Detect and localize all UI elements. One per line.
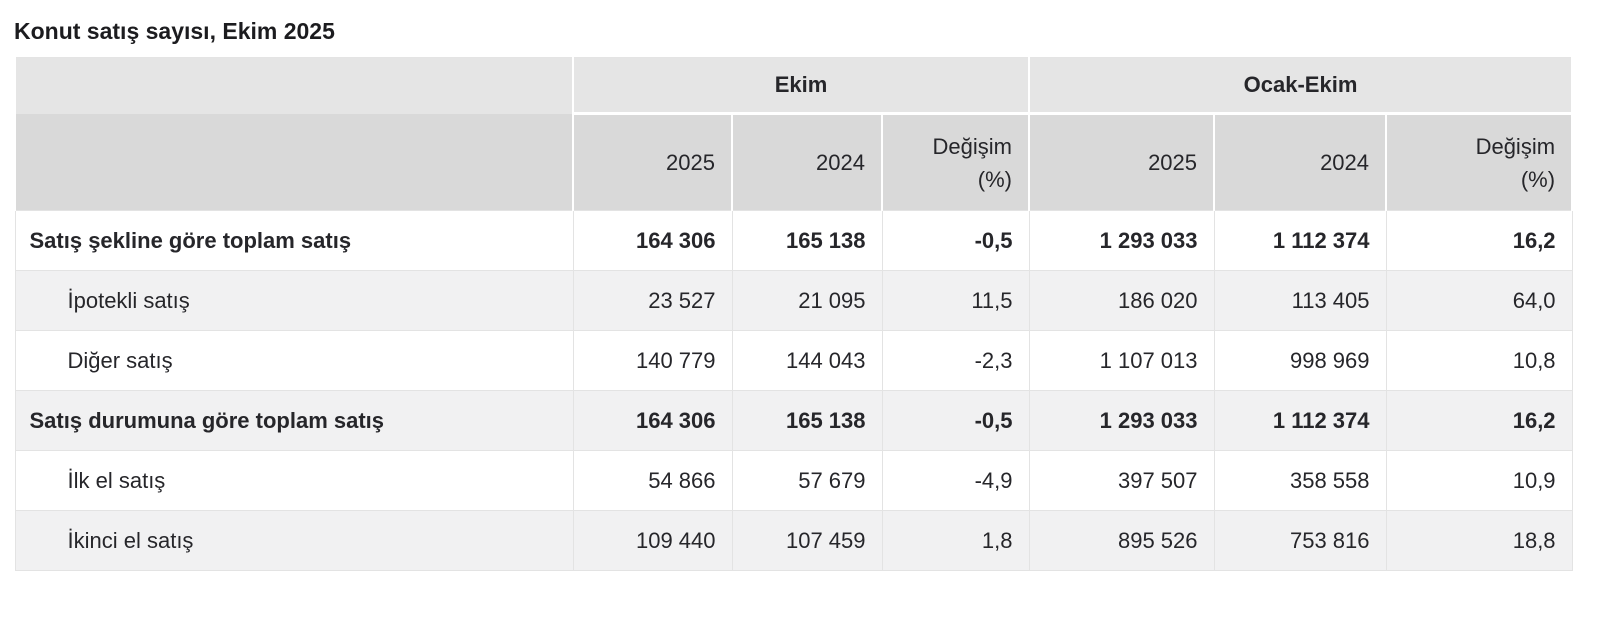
value-cell: 21 095 <box>731 270 883 331</box>
value-cell: 895 526 <box>1028 510 1215 571</box>
value-cell: 165 138 <box>731 390 883 451</box>
value-cell: 164 306 <box>572 390 733 451</box>
value-cell: 18,8 <box>1385 510 1573 571</box>
col-group-ocak-ekim: Ocak-Ekim <box>1028 57 1574 115</box>
value-cell: 113 405 <box>1213 270 1387 331</box>
value-cell: 164 306 <box>572 210 733 271</box>
housing-sales-table: Ekim Ocak-Ekim 2025 2024 Değişim (%) <box>14 57 1574 571</box>
value-cell: 10,8 <box>1385 330 1573 391</box>
value-cell: 358 558 <box>1213 450 1387 511</box>
value-cell: 109 440 <box>572 510 733 571</box>
value-cell: -2,3 <box>881 330 1030 391</box>
value-cell: 23 527 <box>572 270 733 331</box>
row-label-cell: İlk el satış <box>14 450 574 511</box>
value-cell: -0,5 <box>881 210 1030 271</box>
subheader-line: 2025 <box>1148 150 1198 175</box>
value-cell: 397 507 <box>1028 450 1215 511</box>
value-cell: 998 969 <box>1213 330 1387 391</box>
subheader-ekim-degisim: Değişim (%) <box>880 113 1031 211</box>
table-row-ipotekli-satis: İpotekli satış 23 527 21 095 11,5 186 02… <box>14 270 1573 331</box>
value-cell: 1 293 033 <box>1028 210 1215 271</box>
col-group-ekim: Ekim <box>571 57 1031 115</box>
row-label-cell: Satış durumuna göre toplam satış <box>14 390 574 451</box>
subheader-ekim-2024: 2024 <box>731 113 883 211</box>
value-cell: 1 107 013 <box>1028 330 1215 391</box>
subheader-line: 2024 <box>1320 150 1370 175</box>
subheader-ocak-ekim-degisim: Değişim (%) <box>1385 113 1574 211</box>
value-cell: 165 138 <box>731 210 883 271</box>
value-cell: 16,2 <box>1385 210 1573 271</box>
value-cell: 140 779 <box>572 330 733 391</box>
header-sub-row: 2025 2024 Değişim (%) 2025 2024 <box>14 113 1574 211</box>
value-cell: 64,0 <box>1385 270 1573 331</box>
value-cell: 54 866 <box>572 450 733 511</box>
value-cell: -0,5 <box>881 390 1030 451</box>
subheader-line: Değişim <box>1475 133 1556 159</box>
table-row-satis-sekline-toplam: Satış şekline göre toplam satış 164 306 … <box>14 210 1573 271</box>
subheader-ocak-ekim-2025: 2025 <box>1028 113 1216 211</box>
table-row-satis-durumuna-toplam: Satış durumuna göre toplam satış 164 306… <box>14 390 1573 451</box>
row-label-cell: Satış şekline göre toplam satış <box>14 210 574 271</box>
value-cell: 57 679 <box>731 450 883 511</box>
value-cell: 753 816 <box>1213 510 1387 571</box>
table-body: Satış şekline göre toplam satış 164 306 … <box>14 210 1573 571</box>
empty-subheader-cell <box>14 113 574 211</box>
header-group-row: Ekim Ocak-Ekim <box>14 57 1574 115</box>
subheader-line: 2025 <box>666 150 715 175</box>
empty-header-cell <box>14 57 574 114</box>
row-label-cell: İpotekli satış <box>14 270 574 331</box>
row-label-cell: İkinci el satış <box>14 510 574 571</box>
row-label-cell: Diğer satış <box>14 330 574 391</box>
subheader-line: (%) <box>977 166 1013 192</box>
value-cell: 144 043 <box>731 330 883 391</box>
table-row-diger-satis: Diğer satış 140 779 144 043 -2,3 1 107 0… <box>14 330 1573 391</box>
value-cell: 1 112 374 <box>1213 210 1387 271</box>
value-cell: 16,2 <box>1385 390 1573 451</box>
subheader-ekim-2025: 2025 <box>572 113 733 211</box>
value-cell: 1 293 033 <box>1028 390 1215 451</box>
value-cell: 11,5 <box>881 270 1030 331</box>
value-cell: 10,9 <box>1385 450 1573 511</box>
value-cell: 1 112 374 <box>1213 390 1387 451</box>
subheader-line: Değişim <box>932 133 1013 159</box>
page-title: Konut satış sayısı, Ekim 2025 <box>14 18 335 44</box>
table-row-ikinci-el-satis: İkinci el satış 109 440 107 459 1,8 895 … <box>14 510 1573 571</box>
table-header: Ekim Ocak-Ekim 2025 2024 Değişim (%) <box>14 57 1574 211</box>
table-row-ilk-el-satis: İlk el satış 54 866 57 679 -4,9 397 507 … <box>14 450 1573 511</box>
value-cell: 1,8 <box>881 510 1030 571</box>
subheader-line: (%) <box>1520 166 1556 192</box>
value-cell: -4,9 <box>881 450 1030 511</box>
value-cell: 107 459 <box>731 510 883 571</box>
subheader-line: 2024 <box>816 150 865 175</box>
subheader-ocak-ekim-2024: 2024 <box>1213 113 1388 211</box>
page: Konut satış sayısı, Ekim 2025 Ekim Ocak-… <box>0 16 1608 626</box>
value-cell: 186 020 <box>1028 270 1215 331</box>
